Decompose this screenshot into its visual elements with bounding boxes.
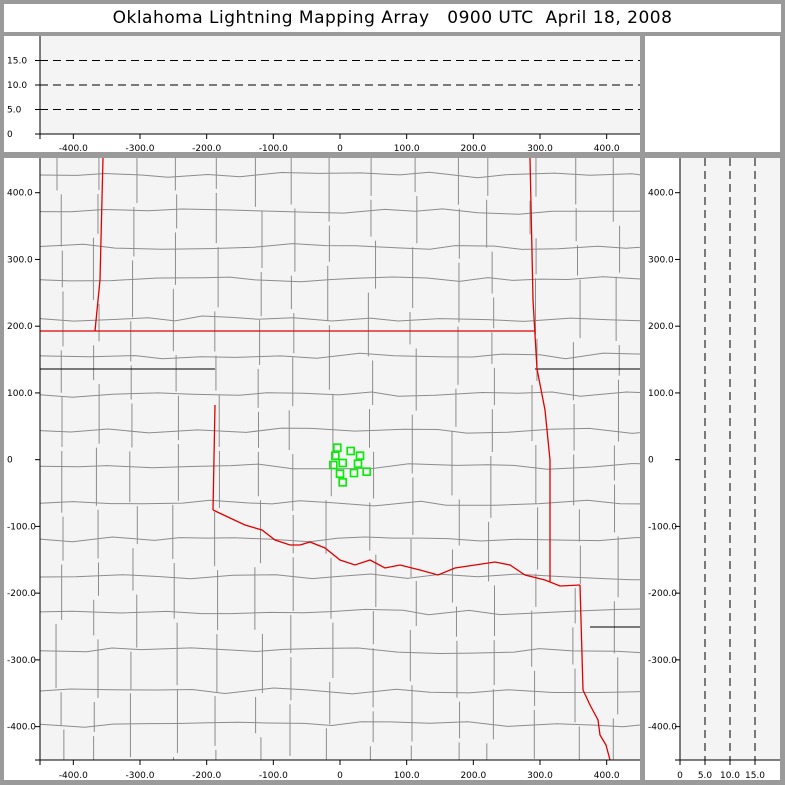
top-x-tick-label: 0 (337, 144, 343, 154)
lightning-source-marker (355, 451, 365, 460)
side-x-tick-label: 15.0 (745, 771, 765, 781)
map-y-tick-label: 300.0 (7, 255, 33, 265)
county-line (40, 573, 640, 581)
lightning-source-marker (331, 451, 340, 460)
map-x-tick-label: 0 (337, 771, 343, 781)
map-x-tick-label: -300.0 (125, 771, 154, 781)
county-line (40, 463, 640, 470)
side-y-tick-label: -300.0 (648, 656, 677, 666)
lightning-source-marker (362, 467, 371, 476)
county-line (40, 647, 640, 655)
state-border-line (212, 509, 581, 587)
side-x-tick-label: 5.0 (698, 771, 713, 781)
lightning-source-marker (338, 458, 347, 468)
side-y-tick-label: 0 (648, 456, 654, 466)
county-line (40, 276, 640, 283)
map-y-tick-label: 200.0 (7, 322, 33, 332)
map-y-tick-label: 400.0 (7, 189, 33, 199)
county-line (40, 391, 640, 398)
lightning-source-marker (353, 459, 363, 468)
map-x-tick-label: -400.0 (59, 771, 88, 781)
top-x-tick-label: 200.0 (460, 144, 486, 154)
chart-title: Oklahoma Lightning Mapping Array 0900 UT… (4, 4, 781, 32)
map-y-tick-label: -200.0 (7, 589, 36, 599)
top-x-tick-label: -200.0 (192, 144, 221, 154)
lightning-source-marker (349, 468, 359, 478)
lightning-source-marker (335, 469, 345, 478)
map-y-tick-label: -400.0 (7, 723, 36, 733)
state-border-line (212, 404, 216, 511)
top-y-tick-label: 0 (7, 130, 13, 140)
top-y-tick-label: 10.0 (7, 81, 27, 91)
county-line (40, 427, 640, 434)
side-y-tick-label: 200.0 (648, 322, 674, 332)
side-y-tick-label: -400.0 (648, 723, 677, 733)
side-y-tick-label: 100.0 (648, 389, 674, 399)
map-x-tick-label: 300.0 (527, 771, 553, 781)
map-y-tick-label: 0 (7, 456, 13, 466)
county-line (40, 536, 640, 543)
top-x-tick-label: 400.0 (594, 144, 620, 154)
side-y-tick-label: 300.0 (648, 255, 674, 265)
top-x-tick-label: 300.0 (527, 144, 553, 154)
top-x-tick-label: -400.0 (59, 144, 88, 154)
top-y-tick-label: 5.0 (7, 106, 22, 116)
map-x-tick-label: 200.0 (460, 771, 486, 781)
map-layer (40, 158, 640, 760)
map-y-tick-label: -300.0 (7, 656, 36, 666)
top-x-tick-label: -300.0 (125, 144, 154, 154)
county-line (40, 499, 640, 507)
map-y-tick-label: 100.0 (7, 389, 33, 399)
county-line (40, 608, 640, 616)
side-y-tick-label: 400.0 (648, 189, 674, 199)
map-x-tick-label: -100.0 (259, 771, 288, 781)
side-x-tick-label: 0 (677, 771, 683, 781)
county-line (40, 171, 640, 179)
map-x-tick-label: 400.0 (594, 771, 620, 781)
state-border-line (579, 584, 611, 760)
top-x-tick-label: -100.0 (259, 144, 288, 154)
lightning-source-marker (338, 478, 347, 487)
map-x-tick-label: -200.0 (192, 771, 221, 781)
county-line (40, 721, 640, 728)
county-line (40, 315, 640, 322)
lightning-source-marker (333, 443, 342, 452)
top-y-tick-label: 15.0 (7, 57, 27, 67)
map-y-tick-label: -100.0 (7, 522, 36, 532)
side-y-tick-label: -200.0 (648, 589, 677, 599)
side-y-tick-label: -100.0 (648, 522, 677, 532)
lightning-source-marker (346, 446, 355, 456)
lightning-source-marker (329, 460, 338, 470)
side-x-tick-label: 10.0 (720, 771, 740, 781)
county-line (40, 243, 640, 250)
state-border-line (529, 158, 551, 582)
top-x-tick-label: 100.0 (394, 144, 420, 154)
blank-corner-panel (645, 36, 780, 152)
county-line (40, 208, 640, 215)
county-line (40, 352, 640, 360)
state-border-line (94, 158, 104, 332)
map-x-tick-label: 100.0 (394, 771, 420, 781)
